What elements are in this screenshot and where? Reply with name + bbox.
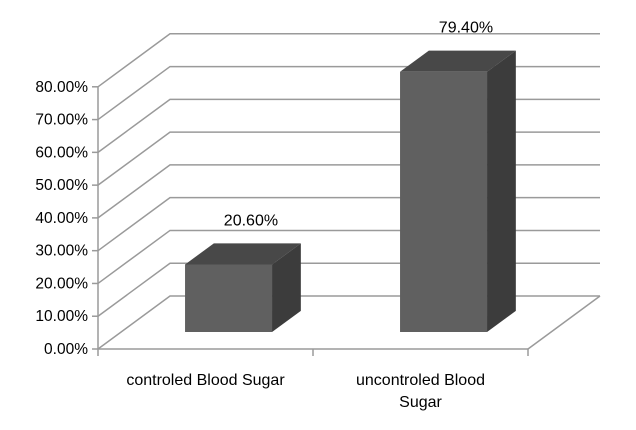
bar-uncontrolled [400, 50, 516, 333]
y-tick-label: 50.00% [35, 177, 88, 194]
data-label: 20.60% [224, 212, 278, 229]
y-tick-label: 0.00% [44, 341, 88, 358]
bar-front-face [400, 71, 488, 333]
category-label: uncontroled Blood Sugar [356, 372, 485, 411]
y-tick-label: 20.00% [35, 275, 88, 292]
y-tick-label: 40.00% [35, 210, 88, 227]
y-tick-label: 30.00% [35, 243, 88, 260]
category-label-line: controled Blood Sugar [126, 372, 285, 389]
gridline-30.00% [97, 196, 600, 252]
gridline-40.00% [97, 164, 600, 219]
floor-right-edge [527, 295, 601, 350]
bar-side-face [487, 50, 516, 333]
bar-controlled [185, 243, 301, 333]
bar-front-face [185, 264, 273, 333]
bar-side-face [272, 243, 301, 333]
category-label-line: uncontroled Blood [356, 372, 485, 389]
gridline-80.00% [97, 33, 600, 88]
y-tick-label: 80.00% [35, 79, 88, 96]
gridline-60.00% [97, 98, 600, 153]
data-label: 79.40% [439, 20, 493, 37]
gridline-10.00% [97, 262, 600, 317]
y-tick-label: 70.00% [35, 112, 88, 129]
bar-top-face [185, 243, 301, 265]
gridline-70.00% [97, 65, 600, 121]
bar-top-face [400, 50, 516, 72]
category-label-line: Sugar [399, 394, 442, 411]
gridline-50.00% [97, 131, 600, 186]
category-label: controled Blood Sugar [126, 372, 285, 389]
gridline-0.00% [97, 295, 600, 350]
y-tick-label: 60.00% [35, 144, 88, 161]
gridline-20.00% [97, 229, 600, 285]
y-tick-label: 10.00% [35, 308, 88, 325]
